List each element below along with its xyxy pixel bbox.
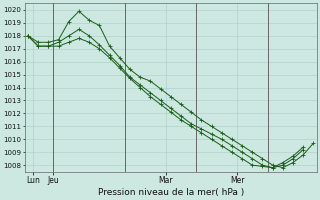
X-axis label: Pression niveau de la mer( hPa ): Pression niveau de la mer( hPa ) [98, 188, 244, 197]
